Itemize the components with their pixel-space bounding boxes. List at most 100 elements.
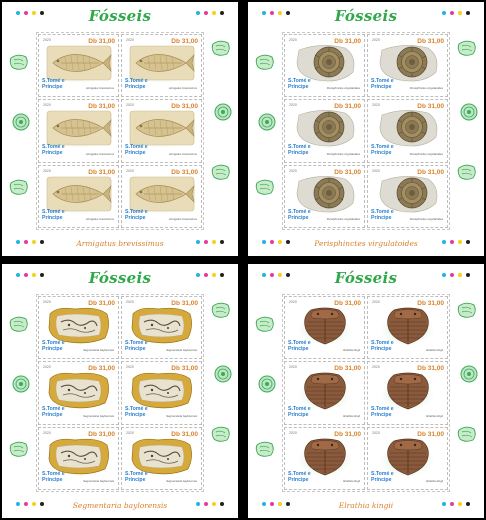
stamp-year: 2020 xyxy=(126,430,134,435)
sheet-title: Fósseis xyxy=(334,7,398,25)
stamp-species: Elrathia kingii xyxy=(426,478,443,483)
stamp: 2020 Db 31,00 S.Tomé e Príncipe Segmentaria… xyxy=(38,296,119,360)
stamp: 2020 Db 31,00 S.Tomé e Príncipe Elrathia ki… xyxy=(367,426,448,490)
margin-fossil-decoration xyxy=(214,365,232,383)
stamp-species: Elrathia kingii xyxy=(426,413,443,418)
margin-fossil-decoration xyxy=(255,316,274,332)
stamp-country: S.Tomé e Príncipe xyxy=(288,78,311,91)
stamp-grid: 2020 Db 31,00 S.Tomé e Príncipe Elrathia ki… xyxy=(282,294,450,492)
registration-dots xyxy=(16,240,44,244)
stamp-species: Segmentaria baylorensis xyxy=(166,478,197,483)
margin-fossil-decoration xyxy=(460,103,478,121)
margin-fossil-decoration xyxy=(258,375,276,393)
stamp-value: Db 31,00 xyxy=(171,365,198,373)
stamp-year: 2020 xyxy=(289,430,297,435)
stamp-species: Perisphinctes virgulatoides xyxy=(326,216,360,221)
registration-dot xyxy=(32,11,36,15)
registration-dots xyxy=(442,273,470,277)
stamp-country: S.Tomé e Príncipe xyxy=(371,78,394,91)
stamp-value: Db 31,00 xyxy=(88,300,115,307)
stamp-year: 2020 xyxy=(289,168,297,173)
stamp: 2020 Db 31,00 S.Tomé e Príncipe Elrathia ki… xyxy=(367,361,448,425)
registration-dot xyxy=(262,502,266,506)
margin-fossil-decoration xyxy=(211,164,230,180)
stamp-sheet-fish: Fósseis 2020 Db 31,00 S.Tomé e Príncipe Arm… xyxy=(2,2,238,256)
stamp-country: S.Tomé e Príncipe xyxy=(125,208,148,221)
registration-dot xyxy=(204,11,208,15)
stamp-species: Segmentaria baylorensis xyxy=(83,478,114,483)
registration-dots xyxy=(442,502,470,506)
stamp-value: Db 31,00 xyxy=(171,103,198,111)
registration-dot xyxy=(196,502,200,506)
stamp-species: Perisphinctes virgulatoides xyxy=(326,151,360,156)
registration-dot xyxy=(32,502,36,506)
stamp-country: S.Tomé e Príncipe xyxy=(42,78,65,91)
margin-fossil-decoration xyxy=(457,164,476,180)
fish-fossil-illustration xyxy=(129,45,195,81)
stamp-country: S.Tomé e Príncipe xyxy=(42,340,65,353)
stamp-species: Perisphinctes virgulatoides xyxy=(326,86,360,91)
stamp-species: Segmentaria baylorensis xyxy=(83,348,114,353)
stamp-country: S.Tomé e Príncipe xyxy=(288,405,311,418)
registration-dot xyxy=(458,273,462,277)
registration-dot xyxy=(24,273,28,277)
stamp-value: Db 31,00 xyxy=(88,103,115,111)
stamp-value: Db 31,00 xyxy=(171,38,198,45)
stamp: 2020 Db 31,00 S.Tomé e Príncipe Armigatus b… xyxy=(38,34,119,98)
stamp-species: Armigatus brevissimus xyxy=(168,151,197,156)
stamp-species: Segmentaria baylorensis xyxy=(83,413,114,418)
registration-dot xyxy=(442,273,446,277)
stamp-year: 2020 xyxy=(126,38,134,42)
stamp-year: 2020 xyxy=(43,168,51,173)
stamp-country: S.Tomé e Príncipe xyxy=(371,470,394,483)
ammonite-fossil-illustration xyxy=(379,175,438,212)
registration-dot xyxy=(278,502,282,506)
margin-fossil-decoration xyxy=(457,302,476,318)
stamp: 2020 Db 31,00 S.Tomé e Príncipe Segmentaria… xyxy=(121,361,202,425)
stamp: 2020 Db 31,00 S.Tomé e Príncipe Armigatus b… xyxy=(121,99,202,163)
registration-dot xyxy=(212,273,216,277)
registration-dot xyxy=(204,240,208,244)
registration-dot xyxy=(24,240,28,244)
stamp-country: S.Tomé e Príncipe xyxy=(288,470,311,483)
registration-dot xyxy=(286,502,290,506)
sheet-title: Fósseis xyxy=(334,269,398,287)
registration-dot xyxy=(32,273,36,277)
stamp: 2020 Db 31,00 S.Tomé e Príncipe Armigatus b… xyxy=(121,34,202,98)
registration-dot xyxy=(40,273,44,277)
stamp-year: 2020 xyxy=(43,103,51,108)
stamp-species: Armigatus brevissimus xyxy=(168,86,197,91)
registration-dots xyxy=(196,502,224,506)
stamp: 2020 Db 31,00 S.Tomé e Príncipe Armigatus b… xyxy=(38,164,119,228)
margin-fossil-decoration xyxy=(255,441,274,457)
registration-dots xyxy=(262,11,290,15)
registration-dots xyxy=(442,11,470,15)
margin-fossil-decoration xyxy=(12,375,30,393)
stamp-country: S.Tomé e Príncipe xyxy=(288,208,311,221)
registration-dot xyxy=(442,11,446,15)
stamp-year: 2020 xyxy=(372,430,380,435)
registration-dot xyxy=(212,502,216,506)
registration-dot xyxy=(286,273,290,277)
registration-dots xyxy=(196,273,224,277)
stamp: 2020 Db 31,00 S.Tomé e Príncipe Segmentaria… xyxy=(38,426,119,490)
stamp-value: Db 31,00 xyxy=(171,430,198,438)
stamp-year: 2020 xyxy=(289,365,297,370)
stamp-grid: 2020 Db 31,00 S.Tomé e Príncipe Segmentaria… xyxy=(36,294,204,492)
registration-dots xyxy=(442,240,470,244)
ammonite-fossil-illustration xyxy=(296,110,355,147)
registration-dot xyxy=(196,11,200,15)
stamp-year: 2020 xyxy=(372,300,380,304)
registration-dot xyxy=(278,11,282,15)
registration-dot xyxy=(450,502,454,506)
margin-fossil-decoration xyxy=(211,302,230,318)
registration-dot xyxy=(40,11,44,15)
stamp-sheet-trilobite: Fósseis 2020 Db 31,00 S.Tomé e Príncipe Elr… xyxy=(248,264,484,518)
trilobite-fossil-illustration xyxy=(387,307,429,345)
stamp-country: S.Tomé e Príncipe xyxy=(125,405,148,418)
sheet-caption: Armigatus brevissimus xyxy=(76,239,164,248)
stamp: 2020 Db 31,00 S.Tomé e Príncipe Perisphinct… xyxy=(367,34,448,98)
slab-fossil-illustration xyxy=(48,373,109,409)
stamp-year: 2020 xyxy=(126,168,134,173)
stamp-value: Db 31,00 xyxy=(88,38,115,45)
